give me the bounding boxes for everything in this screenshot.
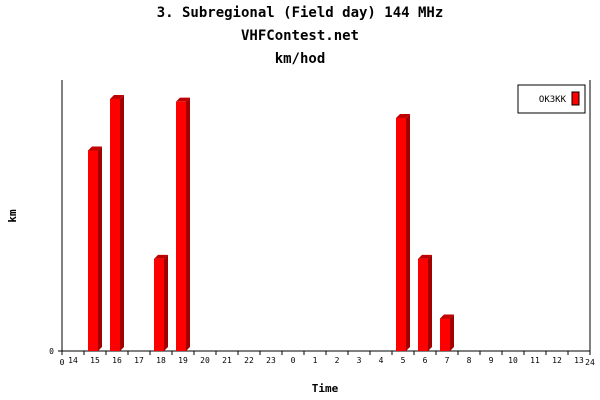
- bar-top: [154, 254, 168, 259]
- chart-unit: km/hod: [274, 51, 326, 67]
- x-tick-label: 4: [379, 356, 384, 365]
- x-start-label: 0: [60, 358, 65, 367]
- x-tick-label: 21: [222, 356, 232, 365]
- bar: [396, 117, 406, 351]
- legend-swatch: [571, 91, 580, 106]
- x-end-label: 24: [585, 358, 595, 367]
- x-tick-label: 19: [178, 356, 188, 365]
- x-tick-label: 12: [552, 356, 562, 365]
- x-tick-label: 17: [134, 356, 144, 365]
- x-tick-label: 16: [112, 356, 122, 365]
- bar-top: [110, 94, 124, 99]
- bar-side: [98, 146, 102, 351]
- bar-side: [450, 314, 454, 351]
- x-tick-label: 3: [357, 356, 362, 365]
- bar-top: [440, 314, 454, 319]
- x-tick-label: 9: [489, 356, 494, 365]
- bar-top: [88, 146, 102, 151]
- bar-side: [164, 254, 168, 351]
- chart-subtitle: VHFContest.net: [240, 28, 359, 44]
- bar-side: [186, 97, 190, 352]
- x-tick-label: 8: [467, 356, 472, 365]
- bar: [440, 318, 450, 351]
- x-tick-label: 5: [401, 356, 406, 365]
- x-tick-label: 2: [335, 356, 340, 365]
- bar: [110, 98, 120, 351]
- x-tick-label: 0: [291, 356, 296, 365]
- x-tick-label: 10: [508, 356, 518, 365]
- x-tick-label: 20: [200, 356, 210, 365]
- bar-side: [120, 94, 124, 351]
- y-axis-label: km: [6, 209, 19, 223]
- y-tick-label: 0: [49, 347, 54, 356]
- bar-side: [428, 254, 432, 351]
- x-axis-label: Time: [312, 382, 339, 395]
- x-tick-label: 6: [423, 356, 428, 365]
- x-tick-label: 14: [68, 356, 78, 365]
- x-tick-label: 15: [90, 356, 100, 365]
- chart-title: 3. Subregional (Field day) 144 MHz: [156, 5, 444, 21]
- bar-side: [406, 113, 410, 351]
- x-tick-label: 7: [445, 356, 450, 365]
- x-tick-label: 18: [156, 356, 166, 365]
- bar-top: [176, 97, 190, 102]
- bar: [154, 258, 164, 351]
- x-tick-label: 1: [313, 356, 318, 365]
- x-tick-label: 23: [266, 356, 276, 365]
- bar: [176, 101, 186, 352]
- bar: [88, 150, 98, 351]
- x-tick-label: 13: [574, 356, 584, 365]
- bar-top: [396, 113, 410, 118]
- legend-label: OK3KK: [539, 95, 567, 105]
- bar: [418, 258, 428, 351]
- bar-top: [418, 254, 432, 259]
- x-tick-label: 22: [244, 356, 254, 365]
- x-tick-label: 11: [530, 356, 540, 365]
